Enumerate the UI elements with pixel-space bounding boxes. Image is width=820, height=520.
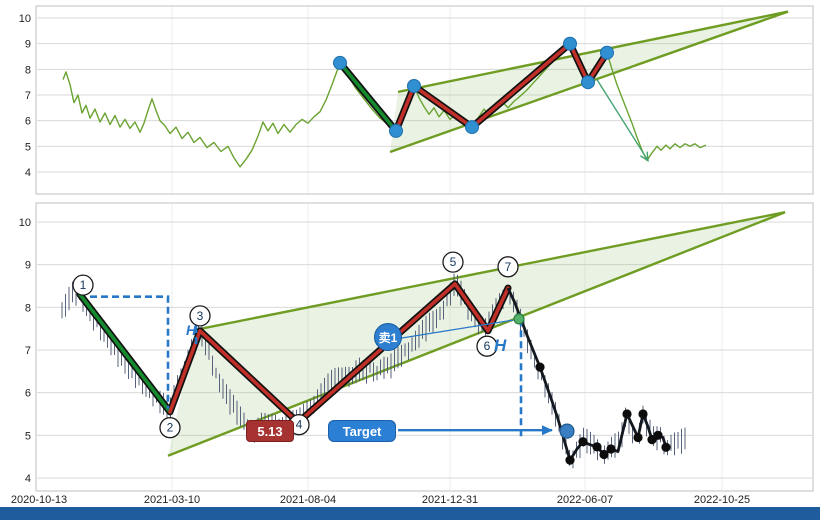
price-low-badge[interactable]: 5.13 <box>246 420 294 442</box>
pivot-dot[interactable] <box>563 36 577 51</box>
wave-number-text: 3 <box>197 309 204 323</box>
wave-number-text: 7 <box>505 260 512 274</box>
pivot-dot[interactable] <box>465 120 479 135</box>
zigzag-green-segment[interactable] <box>78 292 172 414</box>
dashed-measure <box>90 295 170 409</box>
wave-number-7[interactable]: 7 <box>497 256 519 278</box>
top-chart-panel: 10 9 8 7 6 5 4 <box>19 5 814 195</box>
wave-number-2[interactable]: 2 <box>159 417 181 439</box>
trendline-lower[interactable] <box>167 211 786 457</box>
breakout-dot[interactable] <box>513 313 525 325</box>
price-dot <box>578 437 588 447</box>
price-dot <box>661 442 671 452</box>
wave-number-1[interactable]: 1 <box>72 274 94 296</box>
y-tick-label: 9 <box>25 39 31 51</box>
price-dot <box>633 432 643 443</box>
height-label-2: H <box>494 336 507 355</box>
pivot-dot[interactable] <box>407 79 421 93</box>
bottom-chart-panel: 10 9 8 7 6 5 4 1 2 3 4 5 6 7 <box>19 202 814 492</box>
y-tick-label: 8 <box>25 302 31 314</box>
x-tick-label: 2022-10-25 <box>694 494 750 506</box>
x-tick-label: 2021-12-31 <box>422 494 478 506</box>
wave-number-3[interactable]: 3 <box>189 305 211 327</box>
price-line <box>62 43 707 168</box>
y-tick-label: 6 <box>25 388 31 400</box>
price-dot <box>599 449 609 460</box>
y-tick-label: 7 <box>25 90 31 102</box>
post-breakdown-path <box>506 287 668 462</box>
price-dot <box>535 362 545 372</box>
x-tick-label: 2020-10-13 <box>11 494 67 506</box>
x-tick-label: 2021-03-10 <box>144 494 200 506</box>
target-badge[interactable]: Target <box>328 420 396 442</box>
x-tick-label: 2022-06-07 <box>557 494 613 506</box>
sell-pointer-line <box>400 319 514 339</box>
trendline-upper[interactable] <box>397 10 789 94</box>
y-tick-label: 10 <box>19 13 31 25</box>
pivot-dot[interactable] <box>333 55 347 70</box>
y-tick-label: 9 <box>25 260 31 272</box>
y-tick-label: 5 <box>25 141 31 153</box>
price-dot <box>565 455 575 465</box>
sell-signal-badge[interactable]: 卖1 <box>374 323 402 351</box>
price-dot <box>592 442 602 452</box>
price-dot <box>606 444 616 454</box>
wave-number-text: 2 <box>167 421 174 435</box>
pivot-dot[interactable] <box>581 75 595 90</box>
price-dot <box>653 430 663 440</box>
stock-analysis-charts: 10 9 8 7 6 5 4 10 9 8 7 6 5 4 1 2 3 4 5 6 7 2020-10-13 2021-03… <box>11 5 814 506</box>
y-tick-label: 4 <box>25 473 31 485</box>
height-label-1: H <box>186 322 197 338</box>
trendline-upper[interactable] <box>194 211 786 332</box>
wave-number-5[interactable]: 5 <box>442 251 464 273</box>
y-tick-label: 5 <box>25 430 31 442</box>
x-tick-label: 2021-08-04 <box>280 494 336 506</box>
wave-number-text: 4 <box>296 418 303 432</box>
target-price-dot[interactable] <box>559 423 575 439</box>
window-footer-strip <box>0 507 820 520</box>
y-tick-label: 7 <box>25 345 31 357</box>
panel-border <box>35 5 814 195</box>
pivot-dot[interactable] <box>600 45 614 60</box>
wave-number-text: 5 <box>450 255 457 269</box>
price-dot <box>638 409 648 419</box>
y-tick-label: 4 <box>25 167 31 179</box>
breakdown-arrow <box>596 79 649 162</box>
price-dot <box>622 409 632 419</box>
wave-number-6[interactable]: 6 <box>476 335 498 357</box>
y-tick-label: 8 <box>25 64 31 76</box>
y-tick-label: 10 <box>19 217 31 229</box>
zigzag-green-segment[interactable] <box>338 61 398 133</box>
wave-number-text: 6 <box>484 339 491 353</box>
wave-number-text: 1 <box>80 278 87 292</box>
pivot-dot[interactable] <box>389 123 403 138</box>
y-tick-label: 6 <box>25 116 31 128</box>
